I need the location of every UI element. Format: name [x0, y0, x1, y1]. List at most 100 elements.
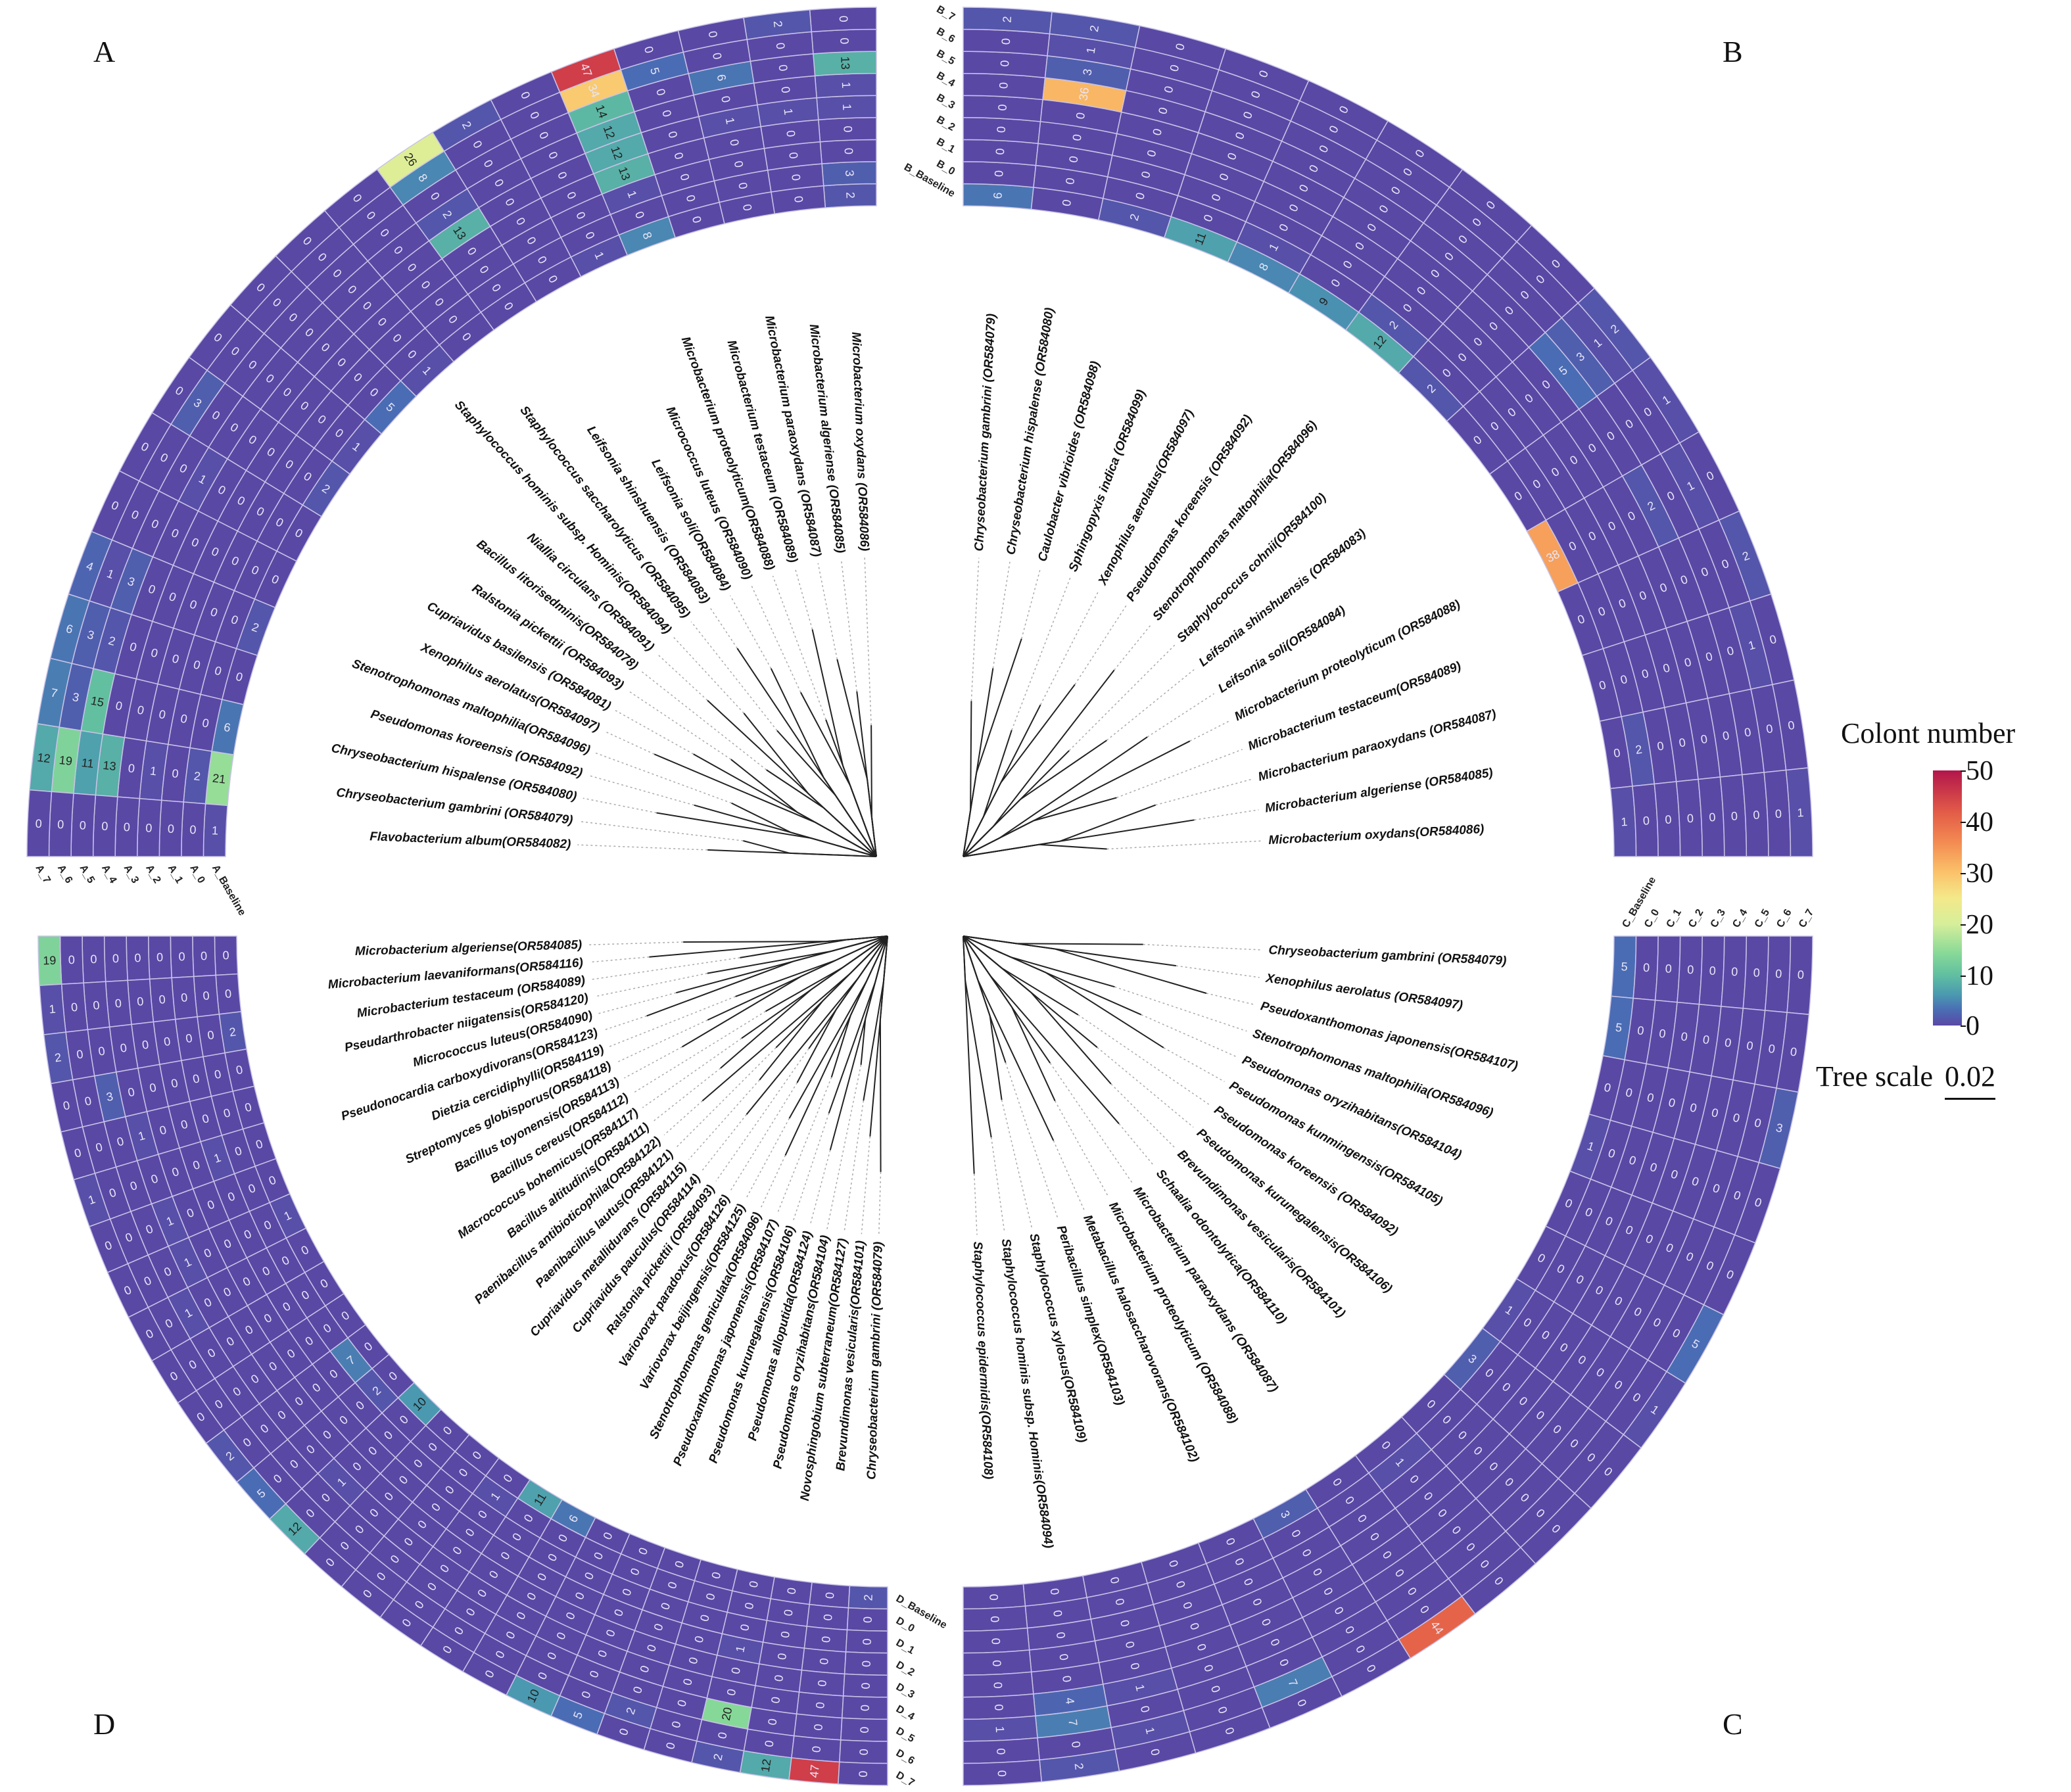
- heatmap-cell-value: 0: [817, 1657, 831, 1665]
- species-label: Chryseobacterium gambrini (OR584079): [865, 1241, 886, 1480]
- heatmap-cell-value: 6: [991, 192, 1004, 199]
- leaf-connector: [632, 1010, 766, 1094]
- heatmap-cell-value: 1: [1084, 46, 1098, 55]
- heatmap-cell-value: 0: [774, 42, 788, 50]
- heatmap-cell-value: 0: [992, 1704, 1005, 1711]
- heatmap-cell-value: 0: [778, 85, 792, 93]
- heatmap-cell-value: 0: [1665, 813, 1672, 826]
- leaf-connector: [861, 1136, 871, 1235]
- heatmap-cell-value: 0: [821, 1614, 835, 1622]
- leaf-connector: [794, 568, 813, 630]
- ring-label: A_6: [55, 863, 74, 885]
- heatmap-cell-value: 0: [1047, 1588, 1061, 1596]
- heatmap-cell-value: 0: [1790, 1045, 1798, 1059]
- heatmap-cell-value: 0: [789, 174, 803, 181]
- heatmap-cell: [963, 1759, 1043, 1786]
- heatmap-cell-value: 0: [128, 761, 135, 775]
- heatmap-cell-value: 12: [759, 1758, 774, 1773]
- leaf-connector: [878, 1171, 882, 1235]
- heatmap-cell-value: 0: [1665, 962, 1672, 975]
- leaf-connector: [663, 1100, 703, 1136]
- leaf-connector: [615, 710, 694, 755]
- heatmap-cell-value: 0: [811, 1724, 825, 1732]
- leaf-connector: [656, 653, 708, 701]
- heatmap-cell-value: 0: [1683, 655, 1693, 670]
- tree-branch: [865, 935, 888, 1019]
- heatmap-cell-value: 0: [222, 1106, 232, 1120]
- tree-branch: [993, 669, 1115, 827]
- heatmap-cell-value: 0: [68, 953, 76, 966]
- heatmap-cell-value: 5: [1615, 1020, 1623, 1034]
- heatmap-cell-value: 0: [201, 1112, 210, 1126]
- heatmap-cell-value: 0: [1797, 968, 1804, 981]
- leaf-connector: [992, 561, 1011, 669]
- tree-branch: [707, 849, 830, 856]
- heatmap-cell-value: 0: [859, 1705, 872, 1712]
- heatmap-cell-value: 0: [79, 818, 86, 832]
- heatmap-cell-value: 20: [719, 1706, 735, 1722]
- tree-branch: [801, 935, 888, 978]
- heatmap-cell-value: 0: [992, 170, 1005, 177]
- heatmap-cell-value: 0: [158, 993, 166, 1006]
- tree-branch: [683, 941, 827, 943]
- leaf-connector: [588, 774, 695, 806]
- tree-branch: [963, 935, 1012, 1008]
- heatmap-cell-value: 0: [189, 823, 197, 836]
- ring-label: A_7: [33, 863, 52, 885]
- tree-branch: [870, 725, 872, 818]
- heatmap-cell-value: 0: [101, 820, 108, 833]
- heatmap-cell-value: 0: [1636, 1024, 1645, 1037]
- heatmap-cell-value: 2: [1634, 743, 1643, 757]
- heatmap-cell-value: 0: [94, 1140, 104, 1154]
- tree-branch: [693, 753, 833, 833]
- tree-branch: [765, 967, 843, 1012]
- tree-branch: [707, 699, 838, 822]
- heatmap-cell-value: 0: [1070, 133, 1084, 142]
- leaf-connector: [1049, 1062, 1133, 1183]
- heatmap-cell-value: 1: [840, 103, 853, 110]
- heatmap-cell-value: 1: [1143, 1726, 1157, 1735]
- heatmap-cell-value: 6: [715, 73, 729, 82]
- heatmap-cell-value: 0: [1118, 1618, 1132, 1628]
- heatmap-cell-value: 0: [235, 1063, 244, 1077]
- heatmap-cell-value: 0: [765, 1718, 779, 1726]
- leaf-connector: [1039, 590, 1100, 705]
- leaf-connector: [1021, 567, 1041, 639]
- tree-branch: [646, 960, 794, 1017]
- heatmap-cell-value: 0: [747, 1580, 761, 1589]
- heatmap-cell-value: 1: [781, 108, 795, 116]
- leaf-connector: [970, 557, 980, 701]
- leaf-connector: [709, 607, 738, 649]
- heatmap-cell-value: 11: [81, 756, 95, 770]
- heatmap-cell-value: 0: [35, 817, 42, 830]
- tree-branch: [860, 1018, 867, 1065]
- heatmap-cell-value: 47: [807, 1764, 822, 1779]
- heatmap-cell-value: 0: [178, 950, 185, 963]
- heatmap-cell-value: 0: [1069, 1740, 1083, 1749]
- heatmap-cell-value: 0: [988, 1616, 1001, 1623]
- heatmap-cell-value: 0: [136, 995, 144, 1008]
- heatmap-cell-value: 0: [116, 1135, 126, 1149]
- heatmap-cell-value: 0: [736, 181, 750, 191]
- heatmap-cell-value: 0: [1060, 199, 1074, 207]
- heatmap-cell-value: 0: [93, 999, 101, 1012]
- tree-branch: [743, 713, 809, 794]
- heatmap-cell-value: 0: [1787, 719, 1796, 732]
- species-label: Xenophilus aerolatus(OR584097): [1095, 408, 1197, 588]
- heatmap-cell-value: 0: [1732, 1111, 1741, 1125]
- heatmap-cell-value: 6: [223, 720, 232, 735]
- colorbar-tick: 10: [1961, 961, 1993, 991]
- heatmap-cell-value: 0: [1138, 1705, 1153, 1714]
- heatmap-cell-value: 0: [62, 1098, 71, 1113]
- tree-branch: [829, 1000, 871, 1150]
- heatmap-cell-value: 0: [57, 818, 64, 831]
- heatmap-cell-value: 0: [991, 1682, 1004, 1689]
- heatmap-cell-value: 0: [675, 1699, 689, 1709]
- heatmap-cell-value: 0: [134, 951, 141, 964]
- heatmap-cell-value: 0: [663, 1741, 678, 1751]
- heatmap-cell-value: 0: [778, 1630, 792, 1639]
- colorbar-tick: 20: [1961, 910, 1993, 940]
- tree-branch: [682, 976, 802, 1048]
- tree-branch: [863, 981, 884, 1101]
- heatmap-cell-value: 1: [1133, 1683, 1147, 1692]
